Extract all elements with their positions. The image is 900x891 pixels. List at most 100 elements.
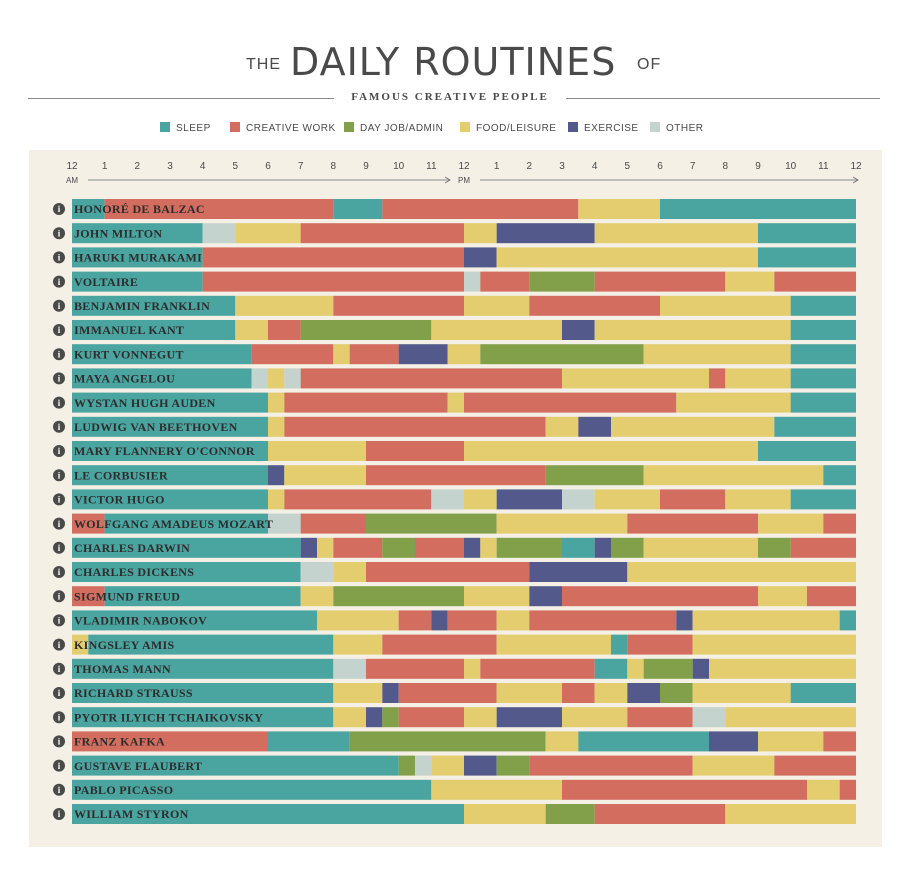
- info-icon-glyph: i: [58, 277, 61, 287]
- bar-segment: [72, 368, 252, 389]
- legend-item-sleep: SLEEP: [160, 122, 211, 138]
- bar-segment: [464, 489, 497, 510]
- bar-segment: [692, 634, 856, 655]
- bar-segment: [692, 755, 775, 776]
- legend-swatch: [230, 122, 240, 132]
- bar-segment: [447, 344, 481, 365]
- bar-segment: [496, 707, 562, 728]
- bar-segment: [72, 489, 268, 510]
- bar-segment: [562, 537, 595, 558]
- info-icon[interactable]: [53, 517, 65, 530]
- routine-row: i VICTOR HUGO: [53, 489, 856, 510]
- info-icon[interactable]: [53, 227, 65, 240]
- bar-segment: [790, 489, 856, 510]
- bar-segment: [333, 537, 383, 558]
- bar-segment: [72, 610, 317, 631]
- bar-segment: [366, 707, 383, 728]
- info-icon[interactable]: [53, 324, 65, 336]
- info-icon-glyph: i: [58, 519, 61, 529]
- bar-segment: [464, 392, 677, 413]
- bar-segment: [611, 416, 775, 437]
- bar-segment: [300, 368, 562, 389]
- bar-segment: [725, 804, 856, 824]
- info-icon-glyph: i: [58, 688, 61, 698]
- info-icon[interactable]: [53, 275, 65, 288]
- bar-segment: [447, 610, 497, 631]
- bar-segment: [594, 271, 726, 292]
- info-icon-glyph: i: [58, 712, 61, 722]
- info-icon[interactable]: [53, 687, 65, 699]
- bar-segment: [692, 707, 726, 728]
- info-icon[interactable]: [53, 759, 65, 772]
- bar-segment: [72, 562, 301, 582]
- info-icon[interactable]: [53, 299, 65, 312]
- row-name-label: CHARLES DARWIN: [74, 541, 190, 555]
- info-icon[interactable]: [53, 808, 65, 820]
- bar-segment: [72, 731, 268, 752]
- bar-segment: [480, 658, 595, 679]
- row-name-label: SIGMUND FREUD: [74, 589, 180, 603]
- bar-segment: [529, 755, 693, 776]
- pm-axis-arrow-head: [852, 176, 859, 184]
- info-icon[interactable]: [53, 614, 65, 627]
- bar-segment: [709, 368, 726, 389]
- info-icon[interactable]: [53, 396, 65, 409]
- bar-segment: [284, 392, 448, 413]
- bar-segment: [823, 731, 856, 752]
- info-icon[interactable]: [53, 203, 65, 215]
- info-icon-glyph: i: [58, 737, 61, 747]
- row-name-label: VOLTAIRE: [74, 275, 138, 289]
- info-icon-glyph: i: [58, 567, 61, 577]
- bar-segment: [88, 634, 334, 655]
- info-icon[interactable]: [53, 662, 65, 675]
- bar-segment: [431, 610, 448, 631]
- bar-segment: [382, 537, 415, 558]
- bar-segment: [578, 416, 611, 437]
- info-icon[interactable]: [53, 783, 65, 796]
- bar-segment: [611, 634, 628, 655]
- routine-row: i PABLO PICASSO: [53, 779, 856, 800]
- info-icon[interactable]: [53, 372, 65, 385]
- row-name-label: KURT VONNEGUT: [74, 347, 184, 361]
- info-icon[interactable]: [53, 735, 65, 748]
- info-icon[interactable]: [53, 445, 65, 457]
- bar-segment: [627, 562, 856, 582]
- bar-segment: [72, 344, 252, 365]
- info-icon[interactable]: [53, 711, 65, 724]
- bar-segment: [464, 537, 481, 558]
- info-icon[interactable]: [53, 566, 65, 578]
- bar-segment: [333, 199, 383, 219]
- info-icon[interactable]: [53, 590, 65, 603]
- bar-segment: [790, 537, 856, 558]
- bar-segment: [725, 271, 775, 292]
- info-icon[interactable]: [53, 541, 65, 554]
- bar-segment: [660, 199, 856, 219]
- bar-segment: [790, 344, 856, 365]
- bar-segment: [268, 465, 285, 486]
- row-name-label: LUDWIG VAN BEETHOVEN: [74, 420, 238, 434]
- info-icon[interactable]: [53, 348, 65, 361]
- info-icon[interactable]: [53, 251, 65, 264]
- bar-segment: [333, 344, 350, 365]
- bar-segment: [284, 489, 432, 510]
- bar-segment: [366, 465, 546, 486]
- row-name-label: MARY FLANNERY O'CONNOR: [74, 444, 255, 458]
- info-icon[interactable]: [53, 420, 65, 433]
- info-icon[interactable]: [53, 469, 65, 482]
- x-tick-label: 12: [458, 161, 470, 172]
- bar-segment: [790, 392, 856, 413]
- bar-segment: [496, 755, 530, 776]
- info-icon[interactable]: [53, 638, 65, 651]
- am-axis-arrow-head: [444, 176, 451, 184]
- bar-segment: [300, 586, 334, 607]
- info-icon[interactable]: [53, 493, 65, 506]
- subtitle-rule-right: [566, 98, 880, 99]
- bar-segment: [545, 731, 579, 752]
- bar-segment: [333, 562, 366, 582]
- info-icon-glyph: i: [58, 470, 61, 480]
- routine-row: i VOLTAIRE: [53, 271, 856, 292]
- bar-segment: [366, 658, 464, 679]
- bar-segment: [627, 513, 758, 534]
- row-name-label: GUSTAVE FLAUBERT: [74, 759, 202, 773]
- bar-segment: [660, 295, 791, 316]
